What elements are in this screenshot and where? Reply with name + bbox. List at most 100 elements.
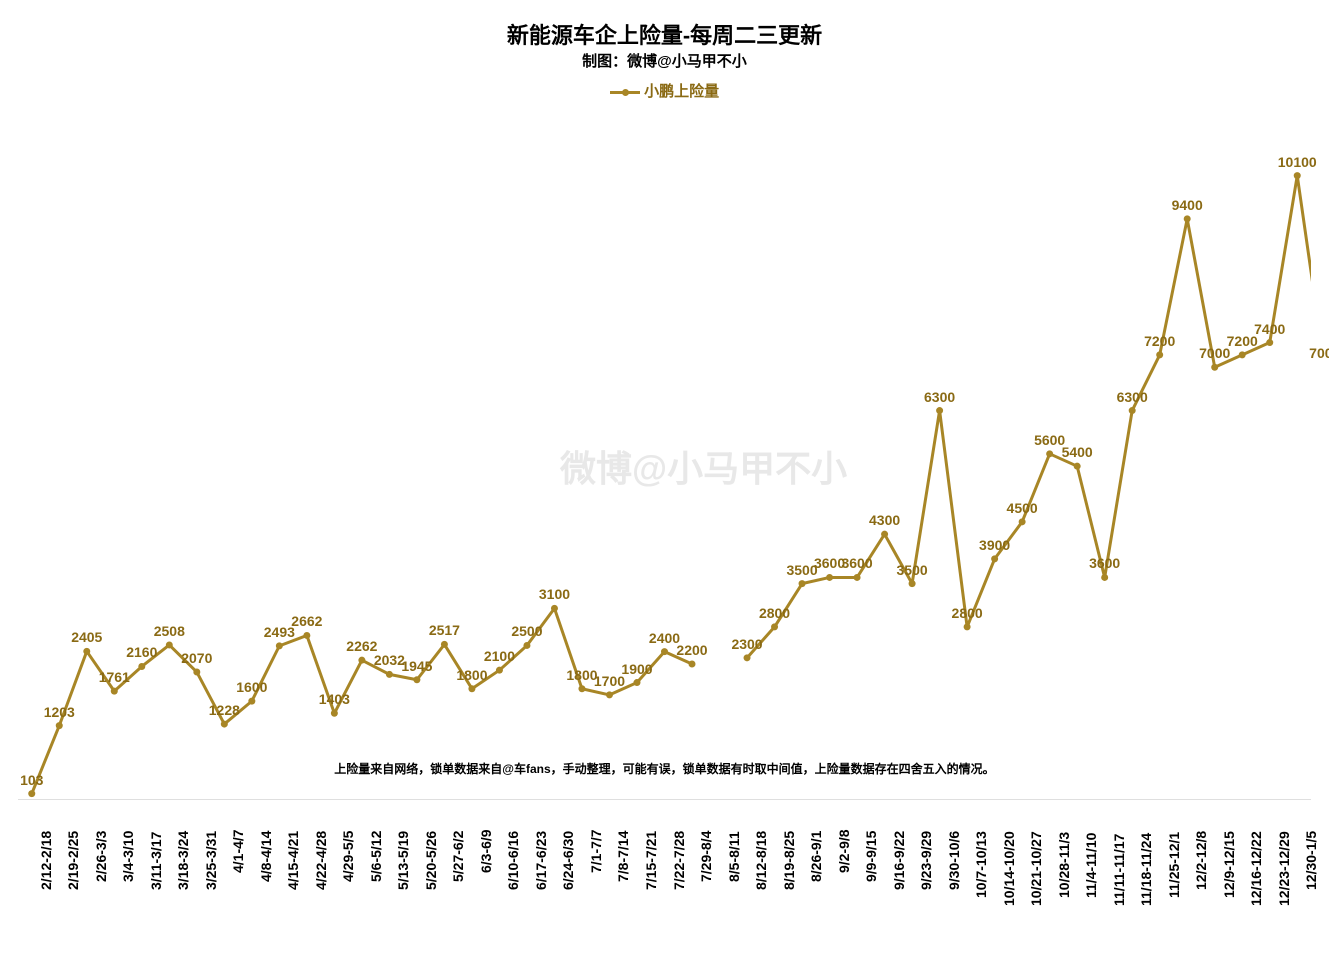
x-axis-label: 5/27-6/2 (450, 830, 466, 881)
data-label: 10100 (1278, 154, 1317, 170)
data-label: 3600 (841, 555, 872, 571)
data-label: 2070 (181, 650, 212, 666)
data-label: 1900 (621, 661, 652, 677)
x-axis-label: 3/11-3/17 (148, 831, 164, 889)
data-label: 1228 (209, 702, 240, 718)
x-axis-label: 8/5-8/11 (726, 831, 742, 882)
data-label: 4300 (869, 512, 900, 528)
data-label: 7200 (1144, 333, 1175, 349)
data-label: 1945 (401, 658, 432, 674)
x-axis-label: 10/21-10/27 (1028, 831, 1044, 906)
x-axis-label: 5/6-5/12 (368, 830, 384, 881)
x-axis-label: 4/1-4/7 (230, 830, 246, 874)
x-axis-label: 12/16-12/22 (1248, 831, 1264, 906)
legend-line-icon (610, 91, 640, 94)
x-axis-label: 7/15-7/21 (643, 831, 659, 890)
data-label: 6300 (1117, 389, 1148, 405)
data-label: 3600 (814, 555, 845, 571)
x-axis-label: 4/29-5/5 (340, 830, 356, 881)
x-axis-label: 6/24-6/30 (560, 831, 576, 890)
data-label: 103 (20, 772, 43, 788)
data-label: 3500 (897, 562, 928, 578)
x-axis-label: 11/18-11/24 (1138, 833, 1154, 906)
x-axis-label: 10/14-10/20 (1001, 831, 1017, 906)
data-label: 2160 (126, 644, 157, 660)
data-label: 1203 (44, 704, 75, 720)
legend-label: 小鹏上险量 (644, 83, 719, 100)
chart-footnote: 上险量来自网络，锁单数据来自@车fans，手动整理，可能有误，锁单数据有时取中间… (0, 760, 1329, 777)
x-axis-label: 2/19-2/25 (65, 831, 81, 890)
data-label: 9400 (1172, 197, 1203, 213)
data-label: 3500 (786, 562, 817, 578)
data-label: 1761 (99, 669, 130, 685)
x-axis-label: 6/3-6/9 (478, 830, 494, 874)
x-axis-label: 3/25-3/31 (203, 831, 219, 890)
x-axis-label: 11/4-11/10 (1083, 833, 1099, 898)
data-label: 2300 (731, 636, 762, 652)
x-axis-label: 9/2-9/8 (836, 830, 852, 874)
x-axis-label: 4/22-4/28 (313, 831, 329, 890)
x-axis-label: 10/7-10/13 (973, 831, 989, 898)
x-axis-label: 9/23-9/29 (918, 831, 934, 890)
x-axis-label: 7/8-7/14 (615, 830, 631, 881)
data-label: 5600 (1034, 432, 1065, 448)
x-axis-label: 2/12-2/18 (38, 831, 54, 890)
x-axis-label: 12/23-12/29 (1276, 831, 1292, 906)
data-label: 2200 (676, 642, 707, 658)
x-axis-label: 9/9-9/15 (863, 830, 879, 881)
data-label: 5400 (1062, 444, 1093, 460)
x-axis-label: 12/9-12/15 (1221, 831, 1237, 898)
data-label: 1403 (319, 691, 350, 707)
x-axis-label: 11/11-11/17 (1111, 834, 1127, 906)
data-label: 2500 (511, 623, 542, 639)
x-axis-label: 5/13-5/19 (395, 831, 411, 890)
data-label: 3600 (1089, 555, 1120, 571)
x-axis-label: 4/15-4/21 (285, 831, 301, 890)
data-label: 1700 (594, 673, 625, 689)
data-label: 2662 (291, 613, 322, 629)
data-label: 2032 (374, 652, 405, 668)
data-label: 2405 (71, 629, 102, 645)
chart-subtitle: 制图：微博@小马甲不小 (0, 50, 1329, 71)
data-label: 7400 (1254, 321, 1285, 337)
x-axis-label: 10/28-11/3 (1056, 832, 1072, 898)
x-axis-label: 12/30-1/5 (1303, 831, 1319, 890)
data-label: 2800 (759, 605, 790, 621)
x-axis-label: 8/19-8/25 (781, 831, 797, 890)
legend-marker-icon (622, 89, 629, 96)
x-axis-label: 8/26-9/1 (808, 830, 824, 881)
x-axis-label: 7/1-7/7 (588, 830, 604, 874)
data-label: 1800 (456, 667, 487, 683)
x-axis-label: 9/16-9/22 (891, 831, 907, 890)
x-axis-label: 2/26-3/3 (93, 830, 109, 881)
x-axis-label: 8/12-8/18 (753, 831, 769, 890)
chart-title: 新能源车企上险量-每周二三更新 (0, 18, 1329, 50)
x-axis-label: 6/17-6/23 (533, 831, 549, 890)
data-label: 2800 (952, 605, 983, 621)
data-label: 2493 (264, 624, 295, 640)
data-label: 3900 (979, 537, 1010, 553)
x-axis-label: 3/4-3/10 (120, 830, 136, 881)
data-label: 2100 (484, 648, 515, 664)
data-label: 2400 (649, 630, 680, 646)
x-axis-label: 12/2-12/8 (1193, 831, 1209, 890)
x-axis-label: 5/20-5/26 (423, 831, 439, 890)
x-axis-label: 4/8-4/14 (258, 830, 274, 881)
x-axis-label: 7/22-7/28 (671, 831, 687, 890)
x-axis-label: 9/30-10/6 (946, 831, 962, 890)
x-axis-label: 6/10-6/16 (505, 831, 521, 890)
data-label: 7000 (1199, 345, 1230, 361)
data-label: 4500 (1007, 500, 1038, 516)
chart-container: 新能源车企上险量-每周二三更新 制图：微博@小马甲不小 小鹏上险量 微博@小马甲… (0, 0, 1329, 963)
x-axis-label: 11/25-12/1 (1166, 832, 1182, 898)
data-label: 2262 (346, 638, 377, 654)
data-label: 1800 (566, 667, 597, 683)
data-label: 7200 (1227, 333, 1258, 349)
chart-legend: 小鹏上险量 (0, 80, 1329, 101)
x-axis-label: 3/18-3/24 (175, 831, 191, 890)
data-label: 7000 (1309, 345, 1329, 361)
data-label: 2508 (154, 623, 185, 639)
x-axis-label: 7/29-8/4 (698, 830, 714, 881)
data-label: 1600 (236, 679, 267, 695)
plot-area (18, 120, 1311, 800)
